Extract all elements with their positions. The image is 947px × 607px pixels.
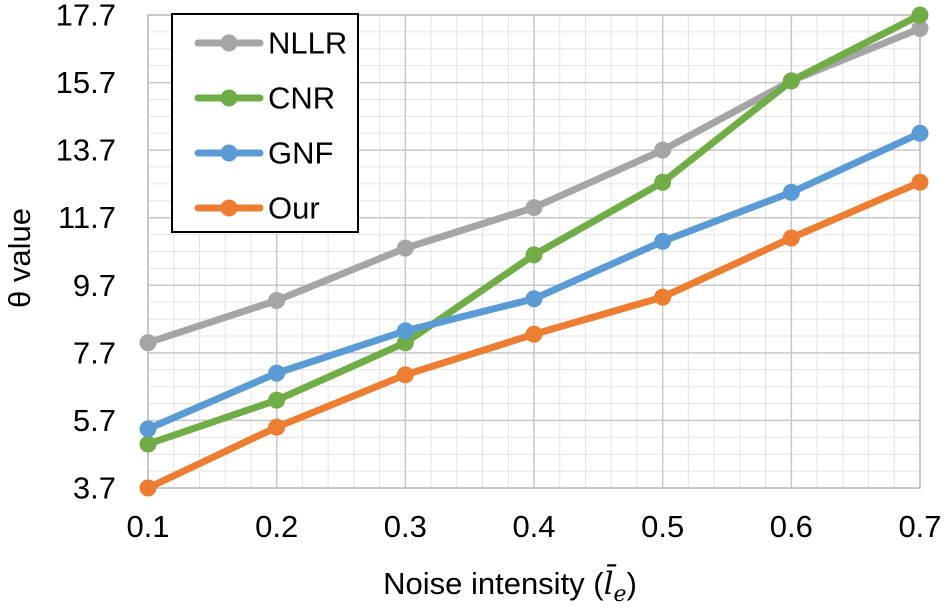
data-point-nllr bbox=[139, 334, 157, 352]
data-point-nllr bbox=[654, 141, 672, 159]
data-point-our bbox=[911, 173, 929, 191]
x-tick-label: 0.3 bbox=[384, 509, 427, 544]
series-cnr bbox=[139, 6, 929, 453]
data-point-gnf bbox=[911, 124, 929, 142]
data-point-our bbox=[525, 325, 543, 343]
legend-label: Our bbox=[268, 191, 320, 226]
data-point-gnf bbox=[268, 364, 286, 382]
legend-item-nllr: NLLR bbox=[194, 26, 347, 61]
plot-frame bbox=[147, 14, 921, 489]
data-point-gnf bbox=[525, 290, 543, 308]
data-point-nllr bbox=[268, 291, 286, 309]
x-tick-label: 0.2 bbox=[255, 509, 298, 544]
x-axis-title-close: ) bbox=[627, 566, 637, 601]
legend-item-our: Our bbox=[194, 191, 320, 226]
x-tick-label: 0.5 bbox=[641, 509, 684, 544]
y-tick-label: 9.7 bbox=[73, 268, 116, 303]
data-point-nllr bbox=[396, 239, 414, 257]
data-point-cnr bbox=[525, 246, 543, 264]
data-point-nllr bbox=[911, 20, 929, 38]
x-tick-label: 0.6 bbox=[770, 509, 813, 544]
data-point-gnf bbox=[654, 232, 672, 250]
legend-label: CNR bbox=[268, 81, 335, 116]
y-tick-label: 11.7 bbox=[58, 200, 116, 235]
y-tick-label: 15.7 bbox=[56, 65, 116, 100]
data-point-cnr bbox=[782, 72, 800, 90]
legend-box bbox=[171, 13, 359, 233]
series-gnf bbox=[139, 124, 929, 438]
data-point-cnr bbox=[911, 6, 929, 24]
data-point-cnr bbox=[654, 173, 672, 191]
legend-swatch-marker bbox=[220, 89, 238, 107]
data-point-cnr bbox=[139, 435, 157, 453]
legend-swatch-marker bbox=[220, 144, 238, 162]
y-tick-label: 17.7 bbox=[56, 0, 116, 33]
legend: NLLR CNR GNF Our bbox=[171, 13, 359, 233]
y-tick-label: 13.7 bbox=[56, 133, 116, 168]
legend-item-cnr: CNR bbox=[194, 81, 335, 116]
legend-item-gnf: GNF bbox=[194, 136, 333, 171]
data-point-our bbox=[654, 288, 672, 306]
x-axis-title-text: Noise intensity ( bbox=[383, 566, 604, 601]
data-point-gnf bbox=[396, 322, 414, 340]
x-axis-title-subscript: e bbox=[614, 582, 627, 607]
data-point-cnr bbox=[396, 334, 414, 352]
x-axis-title-math: l̄ bbox=[604, 563, 617, 602]
data-point-gnf bbox=[782, 183, 800, 201]
legend-swatch-marker bbox=[220, 34, 238, 52]
x-axis-title: Noise intensity (l̄e) bbox=[383, 563, 637, 607]
legend-swatch-marker bbox=[220, 199, 238, 217]
y-tick-label: 7.7 bbox=[73, 335, 116, 370]
x-axis-ticks: 0.1 0.2 0.3 0.4 0.5 0.6 0.7 bbox=[126, 509, 941, 544]
series-our bbox=[139, 173, 929, 497]
x-tick-label: 0.7 bbox=[898, 509, 941, 544]
data-point-our bbox=[782, 229, 800, 247]
data-point-gnf bbox=[139, 420, 157, 438]
plot-area-border bbox=[147, 14, 921, 489]
y-tick-label: 5.7 bbox=[73, 403, 116, 438]
data-point-our bbox=[139, 479, 157, 497]
y-axis-title: θ value bbox=[2, 208, 37, 308]
data-point-nllr bbox=[525, 199, 543, 217]
data-point-our bbox=[396, 366, 414, 384]
x-tick-label: 0.4 bbox=[512, 509, 555, 544]
x-tick-label: 0.1 bbox=[126, 509, 169, 544]
legend-label: GNF bbox=[268, 136, 333, 171]
y-axis-ticks: 3.7 5.7 7.7 9.7 11.7 13.7 15.7 17.7 bbox=[56, 0, 116, 506]
data-point-cnr bbox=[268, 391, 286, 409]
data-point-our bbox=[268, 418, 286, 436]
series-layer bbox=[139, 6, 929, 497]
legend-label: NLLR bbox=[268, 26, 347, 61]
y-tick-label: 3.7 bbox=[73, 471, 116, 506]
